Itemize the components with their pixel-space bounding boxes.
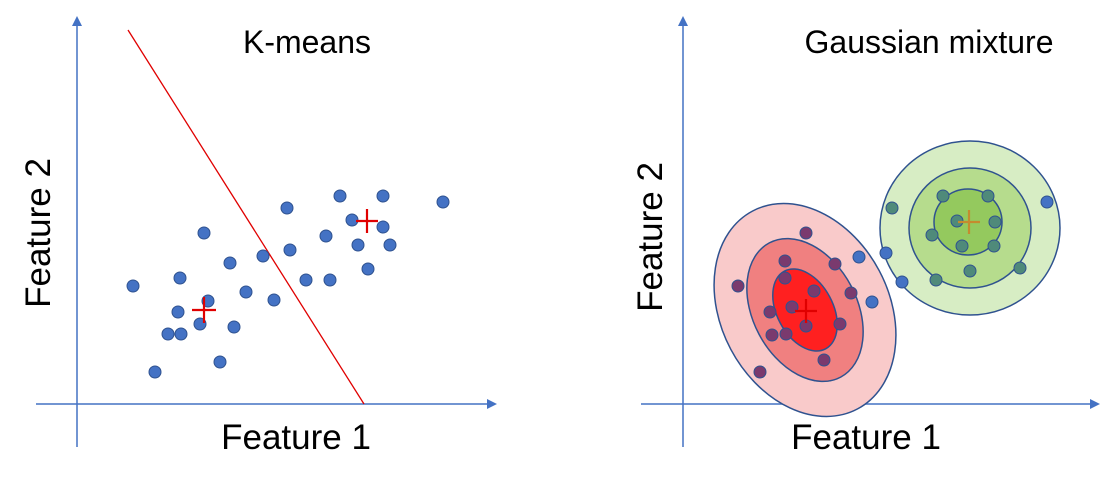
kmeans-point (361, 262, 375, 276)
gmm-point (763, 305, 777, 319)
kmeans-point (376, 189, 390, 203)
kmeans-point (319, 229, 333, 243)
gmm-point (1013, 261, 1027, 275)
gmm-point (987, 239, 1001, 253)
kmeans-title: K-means (243, 24, 371, 60)
gmm-point (929, 273, 943, 287)
kmeans-point (383, 238, 397, 252)
kmeans-point (148, 365, 162, 379)
gmm-point (981, 189, 995, 203)
gmm-red-centroid (795, 299, 817, 323)
kmeans-point (376, 220, 390, 234)
kmeans-centroid-right (356, 209, 378, 233)
gmm-point (828, 257, 842, 271)
kmeans-point (223, 256, 237, 270)
kmeans-point (351, 238, 365, 252)
gmm-point (879, 246, 893, 260)
kmeans-point (283, 243, 297, 257)
gmm-point (852, 250, 866, 264)
kmeans-point (213, 355, 227, 369)
kmeans-panel: K-means Feature 1 Feature 2 (19, 16, 497, 457)
kmeans-point (161, 327, 175, 341)
gmm-point (778, 271, 792, 285)
kmeans-point (280, 201, 294, 215)
kmeans-point (174, 327, 188, 341)
kmeans-point (173, 271, 187, 285)
gmm-point (807, 284, 821, 298)
kmeans-y-axis-label: Feature 2 (19, 158, 58, 308)
gmm-y-axis-label: Feature 2 (631, 162, 670, 312)
gmm-point (925, 228, 939, 242)
gmm-point (988, 215, 1002, 229)
gmm-point (895, 275, 909, 289)
gmm-point (1040, 195, 1054, 209)
gmm-point (765, 328, 779, 342)
gmm-point (731, 279, 745, 293)
kmeans-centroid-left (192, 297, 216, 323)
kmeans-point (299, 273, 313, 287)
gmm-x-axis-label: Feature 1 (791, 418, 941, 457)
gmm-point (865, 295, 879, 309)
kmeans-x-axis-label: Feature 1 (221, 418, 371, 457)
gmm-point (844, 286, 858, 300)
kmeans-point (197, 226, 211, 240)
gmm-point (817, 353, 831, 367)
gmm-title: Gaussian mixture (805, 24, 1054, 60)
gmm-green-centroid (958, 210, 980, 234)
gmm-point (753, 365, 767, 379)
kmeans-points (126, 189, 450, 379)
gmm-point (779, 327, 793, 341)
kmeans-point (323, 273, 337, 287)
gmm-point (955, 239, 969, 253)
gmm-point (963, 264, 977, 278)
gmm-point (778, 254, 792, 268)
kmeans-point (333, 189, 347, 203)
kmeans-point (227, 320, 241, 334)
gmm-point (936, 189, 950, 203)
kmeans-point (171, 305, 185, 319)
gmm-point (799, 226, 813, 240)
kmeans-point (239, 285, 253, 299)
kmeans-point (267, 293, 281, 307)
kmeans-point (436, 195, 450, 209)
gmm-points (731, 189, 1054, 379)
gmm-point (885, 201, 899, 215)
kmeans-point (256, 249, 270, 263)
gmm-point (833, 317, 847, 331)
kmeans-decision-boundary (127, 29, 365, 405)
gmm-panel: Gaussian mixture Feature 1 Feature 2 (631, 16, 1100, 457)
kmeans-point (126, 279, 140, 293)
